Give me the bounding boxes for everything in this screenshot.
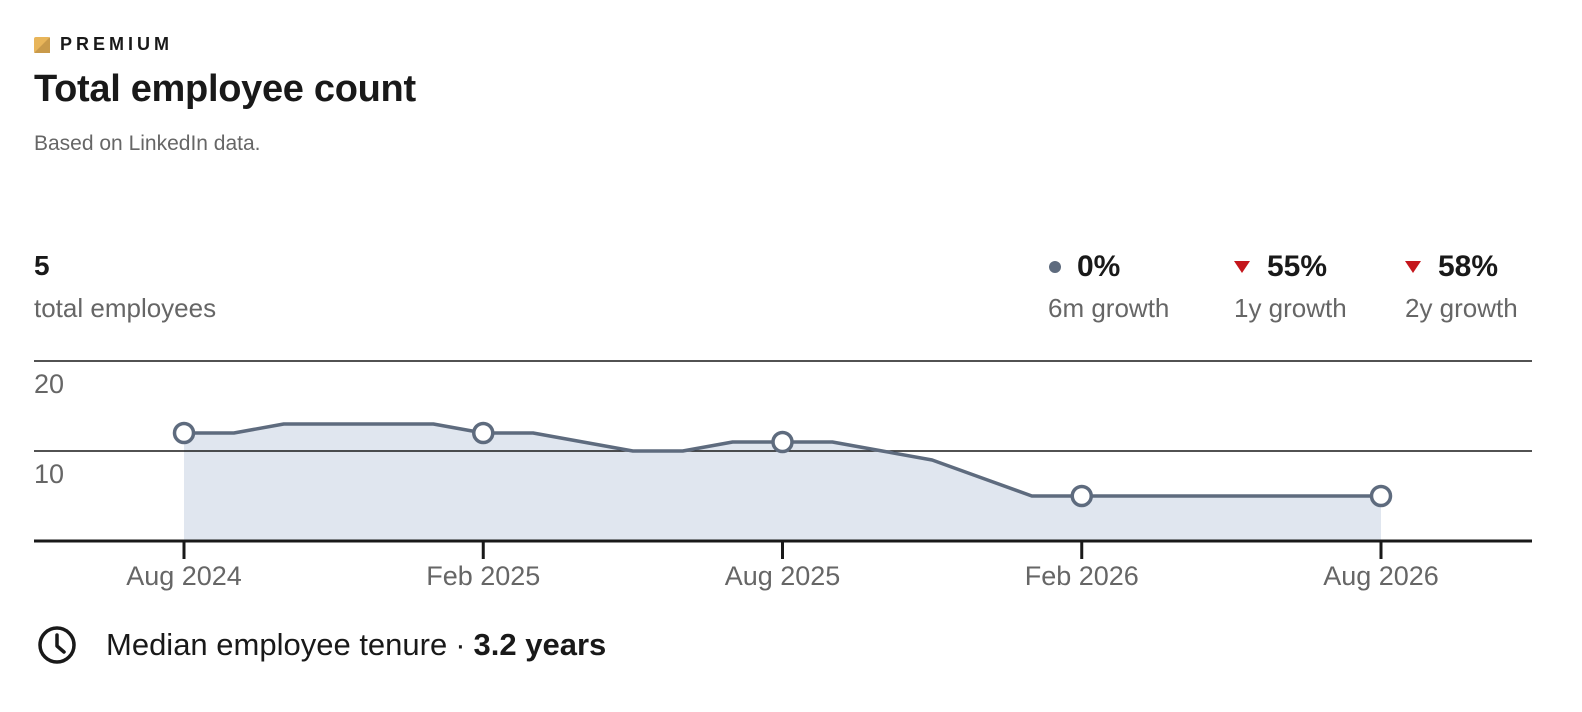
x-tick-label-4: Aug 2026: [1323, 561, 1439, 591]
median-tenure-label: Median employee tenure: [106, 627, 448, 662]
growth-6m: 0% 6m growth: [1048, 250, 1169, 324]
page-title: Total employee count: [34, 68, 416, 110]
total-employees-value: 5: [34, 250, 50, 281]
y-tick-label-20: 20: [34, 369, 64, 399]
data-point-0: [172, 421, 196, 445]
data-point-3: [1070, 484, 1093, 508]
neutral-dot-icon: [1049, 261, 1061, 273]
growth-1y: 55% 1y growth: [1234, 250, 1347, 324]
median-tenure-separator: ·: [455, 627, 466, 662]
median-tenure: Median employee tenure · 3.2 years: [36, 624, 606, 666]
data-point-2: [771, 430, 794, 454]
x-tick-label-3: Feb 2026: [1025, 561, 1139, 591]
growth-2y-label: 2y growth: [1405, 293, 1518, 323]
premium-icon: [34, 36, 50, 53]
x-tick-label-1: Feb 2025: [426, 561, 540, 591]
page-subtitle: Based on LinkedIn data.: [34, 132, 261, 155]
employee-count-chart: 10 20 Aug 2024 Feb 2025 Aug 2025 Feb 2026 Aug …: [34, 360, 1532, 591]
x-tick-label-2: Aug 2025: [725, 561, 841, 591]
x-tick-label-0: Aug 2024: [126, 561, 242, 591]
growth-6m-label: 6m growth: [1048, 293, 1170, 323]
premium-label: PREMIUM: [60, 34, 173, 54]
data-point-4: [1369, 484, 1393, 508]
growth-6m-value: 0%: [1077, 250, 1121, 283]
clock-icon: [36, 624, 78, 666]
down-triangle-icon: [1234, 261, 1250, 273]
y-tick-label-10: 10: [34, 459, 64, 489]
total-employees-label: total employees: [34, 293, 217, 323]
area-fill: [184, 424, 1381, 541]
median-tenure-value: 3.2 years: [473, 627, 607, 662]
growth-2y: 58% 2y growth: [1405, 250, 1518, 324]
growth-2y-value: 58%: [1438, 250, 1499, 283]
down-triangle-icon: [1405, 261, 1421, 273]
growth-1y-value: 55%: [1267, 250, 1328, 283]
data-point-1: [472, 421, 495, 445]
premium-badge: PREMIUM: [34, 34, 173, 55]
growth-1y-label: 1y growth: [1234, 293, 1347, 323]
